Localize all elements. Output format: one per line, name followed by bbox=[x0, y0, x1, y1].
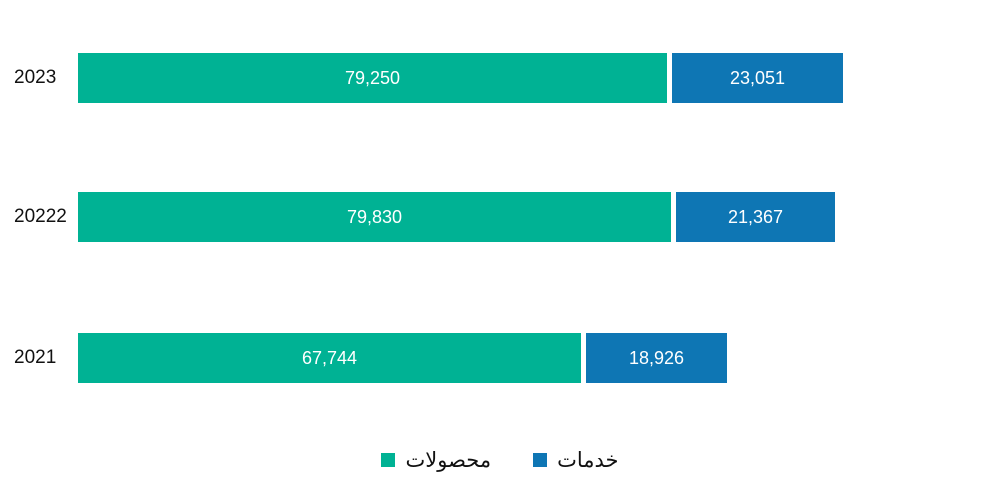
products-bar-segment: 79,830 bbox=[78, 192, 671, 242]
bar-group: 67,744 18,926 bbox=[78, 333, 727, 383]
products-legend-label: محصولات bbox=[405, 448, 492, 472]
products-legend-swatch bbox=[381, 453, 396, 467]
services-legend-swatch bbox=[533, 453, 548, 467]
products-bar-segment: 79,250 bbox=[78, 53, 667, 103]
category-label: 20222 bbox=[14, 206, 67, 227]
services-value-label: 21,367 bbox=[727, 206, 784, 227]
products-bar-segment: 67,744 bbox=[78, 333, 581, 383]
products-value-label: 67,744 bbox=[301, 347, 358, 368]
category-label: 2021 bbox=[14, 347, 57, 368]
services-bar-segment: 18,926 bbox=[586, 333, 727, 383]
services-value-label: 18,926 bbox=[628, 347, 685, 368]
services-value-label: 23,051 bbox=[729, 67, 786, 88]
bar-row: 2021 67,744 18,926 bbox=[0, 333, 1000, 383]
bar-group: 79,830 21,367 bbox=[78, 192, 835, 242]
legend: محصولات خدمات bbox=[0, 443, 1000, 477]
legend-item-services: خدمات bbox=[533, 448, 619, 473]
services-bar-segment: 23,051 bbox=[672, 53, 843, 103]
legend-item-products: محصولات bbox=[381, 448, 491, 473]
services-legend-label: خدمات bbox=[557, 448, 619, 472]
bar-row: 20222 79,830 21,367 bbox=[0, 192, 1000, 242]
category-label: 2023 bbox=[14, 67, 57, 88]
products-value-label: 79,830 bbox=[346, 206, 403, 227]
bar-row: 2023 79,250 23,051 bbox=[0, 53, 1000, 103]
services-bar-segment: 21,367 bbox=[676, 192, 835, 242]
products-value-label: 79,250 bbox=[344, 67, 401, 88]
bar-group: 79,250 23,051 bbox=[78, 53, 843, 103]
